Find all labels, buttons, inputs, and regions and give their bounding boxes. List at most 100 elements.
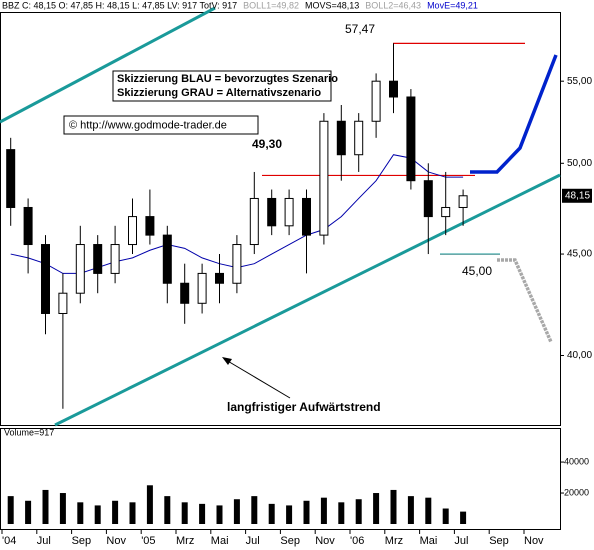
volume-bar <box>181 502 188 524</box>
candle-body <box>215 272 224 284</box>
main-trendline <box>54 173 561 427</box>
volume-bar <box>94 505 101 524</box>
volume-bar <box>59 493 66 524</box>
x-tick-label: Jul <box>246 535 260 547</box>
x-tick-label: Sep <box>489 535 509 547</box>
volume-bar <box>199 503 206 524</box>
x-tick-label: Mrz <box>385 535 403 547</box>
y-tick-label: 40,00 <box>567 350 592 361</box>
candle-body <box>267 197 277 227</box>
x-tick-label: '05 <box>141 535 155 547</box>
candle-body <box>423 180 433 218</box>
volume-bar <box>425 497 432 524</box>
x-tick-label: Mai <box>420 535 438 547</box>
candle-body <box>406 96 416 182</box>
volume-bar <box>373 493 380 524</box>
x-tick-label: '06 <box>350 535 364 547</box>
copyright: © http://www.godmode-trader.de <box>69 119 227 131</box>
header-item: BOLL1=49,82 <box>243 0 299 10</box>
volume-bar <box>7 496 14 524</box>
arrow-line <box>225 359 291 399</box>
candle-body <box>232 244 242 284</box>
candle-body <box>302 197 311 236</box>
level-label: 49,30 <box>252 137 282 151</box>
level-label: 45,00 <box>462 264 492 278</box>
x-tick-label: '04 <box>2 535 16 547</box>
candle-body <box>249 197 259 246</box>
x-tick-label: Jul <box>454 535 468 547</box>
y-tick-label: 45,00 <box>567 249 592 260</box>
header-item: MovE=49,21 <box>427 0 478 10</box>
volume-bar <box>25 500 32 524</box>
volume-bar <box>268 503 275 524</box>
volume-bar <box>233 499 240 524</box>
x-tick-label: Sep <box>72 535 92 547</box>
candle-body <box>128 216 137 246</box>
candle-body <box>441 206 451 218</box>
candle-body <box>354 120 364 156</box>
volume-frame <box>0 428 561 530</box>
volume-bar <box>338 502 345 524</box>
candle-body <box>41 244 50 314</box>
copyright-box <box>63 115 259 135</box>
candle-body <box>284 197 294 227</box>
header-item: BBZ C: 48,15 O: 47,85 H: 48,15 L: 47,85 … <box>2 0 237 10</box>
y-tick-label: 50,00 <box>567 158 592 169</box>
volume-bar <box>442 508 449 524</box>
volume-bar <box>303 500 310 524</box>
volume-tick-label: 40000 <box>564 456 589 466</box>
candle-body <box>336 120 346 156</box>
x-tick-label: Nov <box>315 535 335 547</box>
volume-bar <box>460 511 467 524</box>
volume-tick-label: 20000 <box>564 487 589 497</box>
blue-scenario <box>470 54 558 174</box>
candle-body <box>145 216 155 236</box>
candle-body <box>75 244 85 294</box>
upper-trendline <box>0 6 216 124</box>
candle-body <box>319 120 329 236</box>
candle-body <box>389 80 398 98</box>
candle-body <box>23 206 33 246</box>
level-label: 57,47 <box>345 22 375 36</box>
x-tick-label: Nov <box>524 535 544 547</box>
last-price-box <box>562 188 592 203</box>
candle-body <box>458 195 468 208</box>
candle-body <box>110 244 120 274</box>
note: Skizzierung GRAU = Alternativszenario <box>117 87 321 99</box>
x-tick-label: Sep <box>280 535 300 547</box>
volume-bar <box>251 496 258 524</box>
note-box <box>112 70 332 102</box>
volume-label: Volume=917 <box>4 427 54 437</box>
volume-bar <box>146 485 153 524</box>
volume-bar <box>390 489 397 524</box>
candle-body <box>371 80 381 122</box>
x-tick-label: Mai <box>211 535 229 547</box>
header-item: MOVS=48,13 <box>305 0 359 10</box>
candle-body <box>6 149 16 208</box>
volume-bar <box>286 505 293 524</box>
candle-body <box>180 282 190 304</box>
note: Skizzierung BLAU = bevorzugtes Szenario <box>117 73 338 85</box>
price-frame <box>0 12 561 426</box>
volume-bar <box>112 500 119 524</box>
candle-body <box>93 244 103 274</box>
volume-bar <box>407 496 414 524</box>
trend-label: langfristiger Aufwärtstrend <box>227 400 381 414</box>
last-price-label: 48,15 <box>565 190 590 201</box>
volume-bar <box>129 502 136 524</box>
candle-body <box>197 272 207 304</box>
volume-bar <box>42 489 49 524</box>
volume-bar <box>216 505 223 524</box>
volume-bar <box>164 496 171 524</box>
y-tick-label: 55,00 <box>567 76 592 87</box>
volume-bar <box>77 502 84 524</box>
candle-body <box>162 234 172 284</box>
x-tick-label: Mrz <box>176 535 194 547</box>
volume-bar <box>355 499 362 524</box>
volume-bar <box>320 497 327 524</box>
header-item: BOLL2=46,43 <box>365 0 421 10</box>
x-tick-label: Nov <box>106 535 126 547</box>
grey-scenario <box>497 258 553 343</box>
